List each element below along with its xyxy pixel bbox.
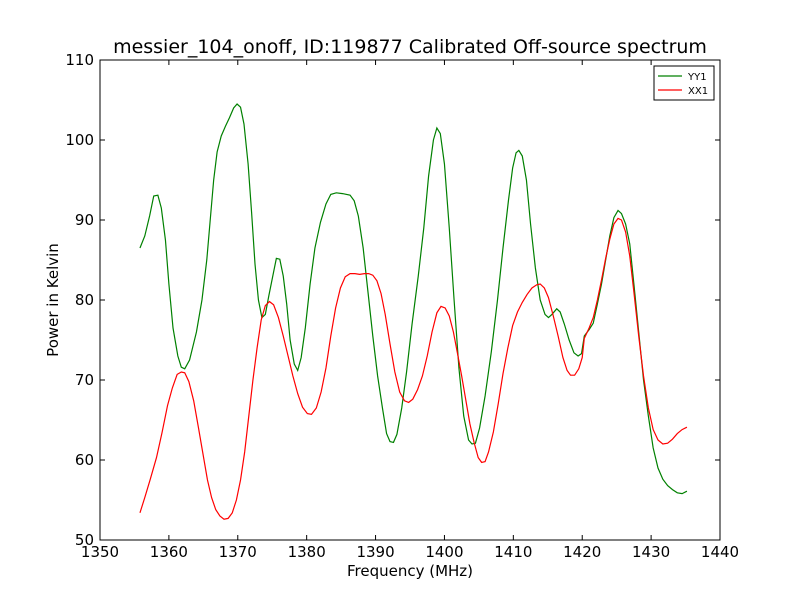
- x-tick-label: 1360: [150, 543, 188, 561]
- y-tick-label: 50: [75, 531, 94, 549]
- y-tick-label: 110: [65, 51, 94, 69]
- legend-label-xx1: XX1: [688, 86, 708, 97]
- axes: 1350 1360 1370 1380 1390 1400 1410 1420 1430 1440…: [65, 51, 739, 561]
- y-tick-label: 60: [75, 451, 94, 469]
- x-tick-label: 1390: [356, 543, 394, 561]
- series-line-xx1: [139, 217, 688, 520]
- x-tick-label: 1440: [701, 543, 739, 561]
- y-tick-label: 100: [65, 131, 94, 149]
- chart-title: messier_104_onoff, ID:119877 Calibrated …: [113, 36, 707, 58]
- x-tick-label: 1400: [425, 543, 463, 561]
- x-tick-label: 1410: [494, 543, 532, 561]
- series-line-yy1: [139, 103, 688, 495]
- x-tick-label: 1380: [288, 543, 326, 561]
- y-tick-label: 90: [75, 211, 94, 229]
- x-tick-label: 1370: [219, 543, 257, 561]
- x-tick-label: 1350: [81, 543, 119, 561]
- plot-area: [139, 103, 688, 520]
- x-tick-label: 1430: [632, 543, 670, 561]
- legend-label-yy1: YY1: [687, 72, 707, 83]
- y-axis-label: Power in Kelvin: [44, 243, 62, 357]
- x-tick-label: 1420: [563, 543, 601, 561]
- legend-box: [653, 65, 715, 101]
- y-tick-label: 80: [75, 291, 94, 309]
- x-axis-label: Frequency (MHz): [347, 562, 473, 580]
- y-tick-label: 70: [75, 371, 94, 389]
